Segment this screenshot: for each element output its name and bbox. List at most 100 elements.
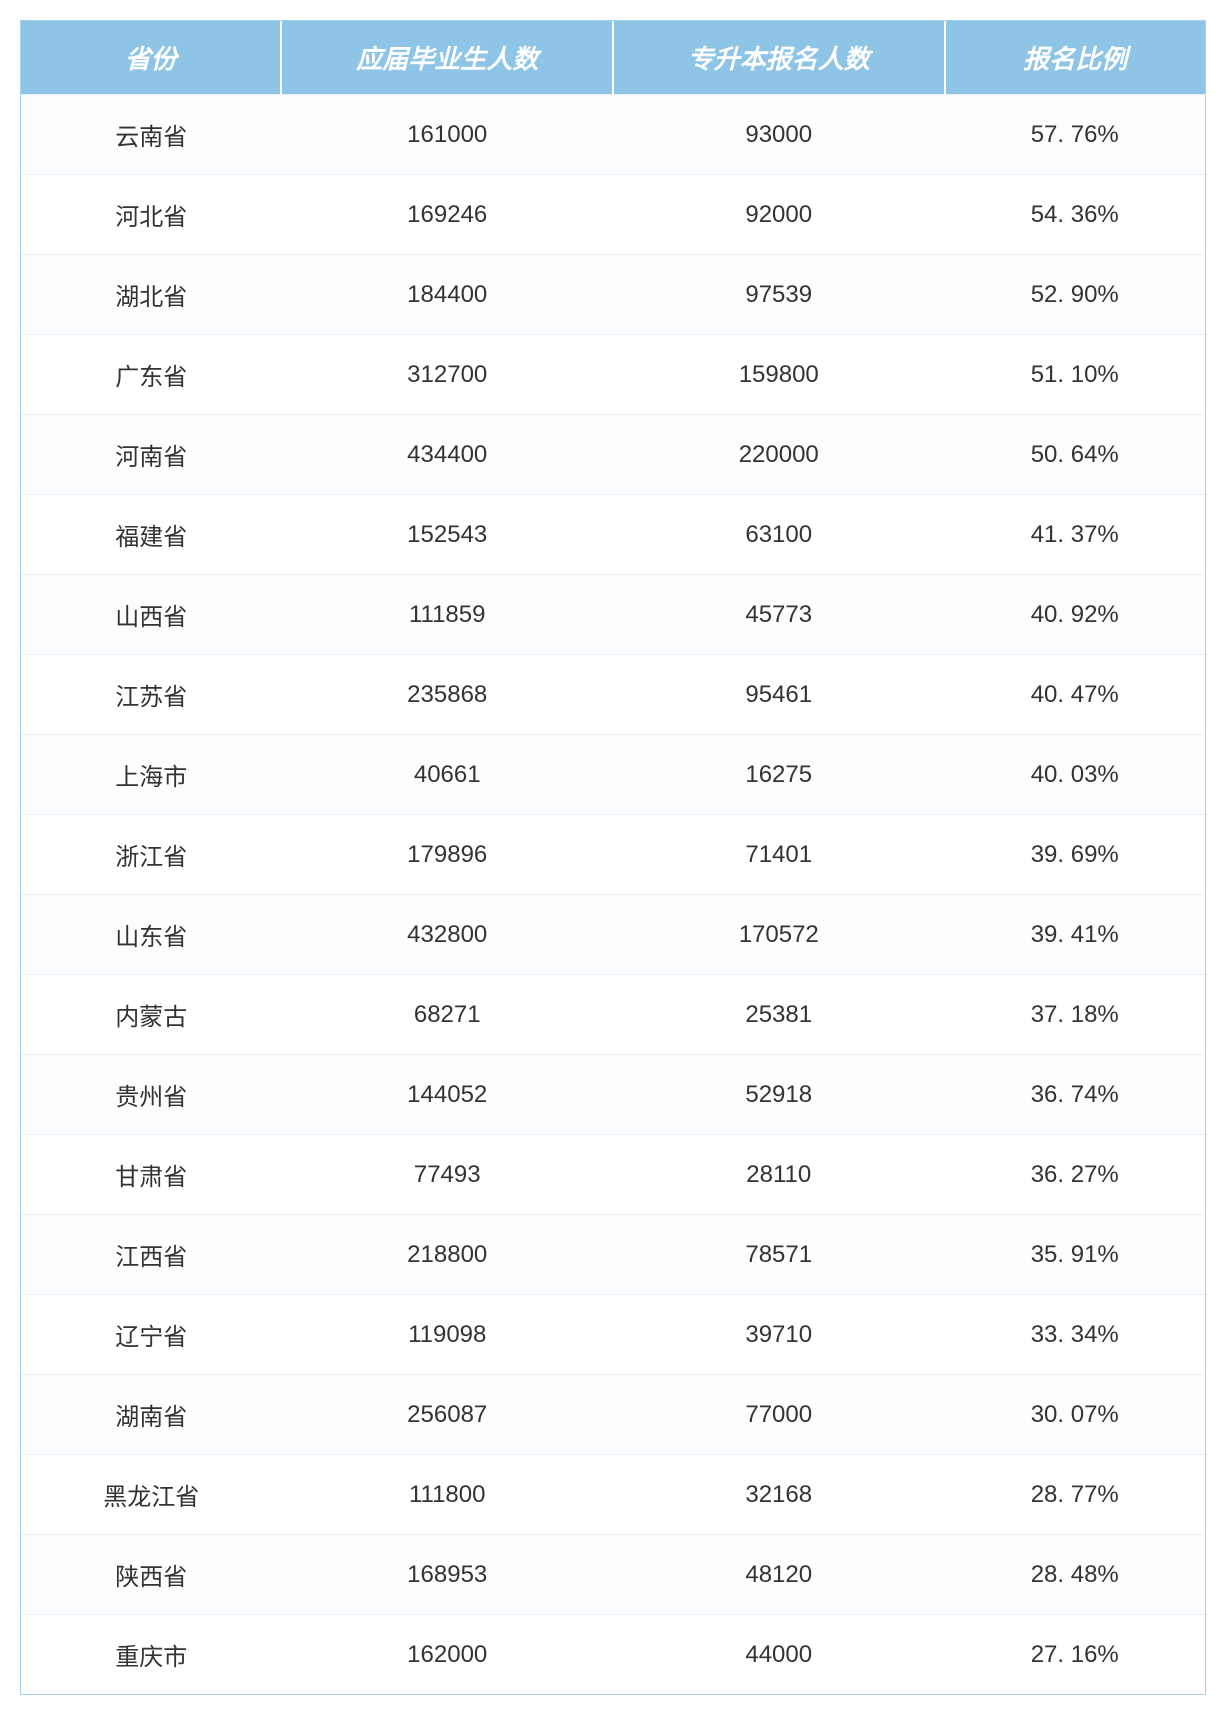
cell-applicants: 44000 [613, 1615, 945, 1695]
cell-applicants: 71401 [613, 815, 945, 895]
table-row: 上海市406611627540. 03% [21, 735, 1205, 815]
cell-applicants: 92000 [613, 175, 945, 255]
cell-applicants: 93000 [613, 95, 945, 175]
table-row: 黑龙江省1118003216828. 77% [21, 1455, 1205, 1535]
cell-graduates: 161000 [281, 95, 613, 175]
cell-province: 江西省 [21, 1215, 281, 1295]
cell-province: 甘肃省 [21, 1135, 281, 1215]
table-row: 陕西省1689534812028. 48% [21, 1535, 1205, 1615]
cell-province: 重庆市 [21, 1615, 281, 1695]
cell-graduates: 179896 [281, 815, 613, 895]
cell-ratio: 28. 77% [945, 1455, 1206, 1535]
table-body: 云南省1610009300057. 76%河北省1692469200054. 3… [21, 95, 1205, 1695]
cell-graduates: 184400 [281, 255, 613, 335]
cell-ratio: 51. 10% [945, 335, 1206, 415]
cell-graduates: 68271 [281, 975, 613, 1055]
cell-ratio: 35. 91% [945, 1215, 1206, 1295]
cell-applicants: 220000 [613, 415, 945, 495]
table-row: 云南省1610009300057. 76% [21, 95, 1205, 175]
cell-graduates: 144052 [281, 1055, 613, 1135]
table-row: 浙江省1798967140139. 69% [21, 815, 1205, 895]
cell-ratio: 57. 76% [945, 95, 1206, 175]
cell-ratio: 28. 48% [945, 1535, 1206, 1615]
table-row: 重庆市1620004400027. 16% [21, 1615, 1205, 1695]
cell-applicants: 63100 [613, 495, 945, 575]
cell-graduates: 162000 [281, 1615, 613, 1695]
cell-ratio: 36. 74% [945, 1055, 1206, 1135]
table-row: 福建省1525436310041. 37% [21, 495, 1205, 575]
header-province: 省份 [21, 21, 281, 95]
cell-graduates: 218800 [281, 1215, 613, 1295]
cell-province: 上海市 [21, 735, 281, 815]
cell-province: 贵州省 [21, 1055, 281, 1135]
cell-graduates: 111800 [281, 1455, 613, 1535]
cell-ratio: 36. 27% [945, 1135, 1206, 1215]
cell-province: 内蒙古 [21, 975, 281, 1055]
cell-applicants: 28110 [613, 1135, 945, 1215]
cell-ratio: 41. 37% [945, 495, 1206, 575]
cell-province: 广东省 [21, 335, 281, 415]
table-row: 内蒙古682712538137. 18% [21, 975, 1205, 1055]
table-row: 辽宁省1190983971033. 34% [21, 1295, 1205, 1375]
cell-graduates: 256087 [281, 1375, 613, 1455]
cell-province: 山西省 [21, 575, 281, 655]
cell-province: 江苏省 [21, 655, 281, 735]
cell-graduates: 312700 [281, 335, 613, 415]
cell-province: 福建省 [21, 495, 281, 575]
cell-applicants: 52918 [613, 1055, 945, 1135]
cell-ratio: 50. 64% [945, 415, 1206, 495]
cell-graduates: 119098 [281, 1295, 613, 1375]
cell-province: 湖南省 [21, 1375, 281, 1455]
cell-applicants: 77000 [613, 1375, 945, 1455]
cell-ratio: 39. 69% [945, 815, 1206, 895]
cell-ratio: 40. 47% [945, 655, 1206, 735]
cell-ratio: 39. 41% [945, 895, 1206, 975]
cell-ratio: 37. 18% [945, 975, 1206, 1055]
cell-graduates: 432800 [281, 895, 613, 975]
cell-graduates: 434400 [281, 415, 613, 495]
cell-ratio: 52. 90% [945, 255, 1206, 335]
table-row: 山东省43280017057239. 41% [21, 895, 1205, 975]
stats-table: 省份 应届毕业生人数 专升本报名人数 报名比例 云南省1610009300057… [21, 21, 1205, 1694]
cell-ratio: 40. 03% [945, 735, 1206, 815]
table-row: 江西省2188007857135. 91% [21, 1215, 1205, 1295]
cell-applicants: 170572 [613, 895, 945, 975]
table-row: 湖南省2560877700030. 07% [21, 1375, 1205, 1455]
cell-province: 云南省 [21, 95, 281, 175]
cell-ratio: 54. 36% [945, 175, 1206, 255]
cell-graduates: 111859 [281, 575, 613, 655]
cell-applicants: 39710 [613, 1295, 945, 1375]
table-row: 湖北省1844009753952. 90% [21, 255, 1205, 335]
cell-graduates: 169246 [281, 175, 613, 255]
cell-ratio: 30. 07% [945, 1375, 1206, 1455]
table-row: 江苏省2358689546140. 47% [21, 655, 1205, 735]
cell-province: 浙江省 [21, 815, 281, 895]
cell-graduates: 152543 [281, 495, 613, 575]
cell-province: 山东省 [21, 895, 281, 975]
table-row: 山西省1118594577340. 92% [21, 575, 1205, 655]
cell-applicants: 95461 [613, 655, 945, 735]
cell-province: 湖北省 [21, 255, 281, 335]
cell-province: 河北省 [21, 175, 281, 255]
cell-province: 河南省 [21, 415, 281, 495]
cell-ratio: 33. 34% [945, 1295, 1206, 1375]
cell-graduates: 168953 [281, 1535, 613, 1615]
header-row: 省份 应届毕业生人数 专升本报名人数 报名比例 [21, 21, 1205, 95]
table-row: 河南省43440022000050. 64% [21, 415, 1205, 495]
cell-applicants: 78571 [613, 1215, 945, 1295]
cell-applicants: 48120 [613, 1535, 945, 1615]
header-graduates: 应届毕业生人数 [281, 21, 613, 95]
cell-applicants: 45773 [613, 575, 945, 655]
cell-applicants: 25381 [613, 975, 945, 1055]
cell-applicants: 159800 [613, 335, 945, 415]
table-row: 贵州省1440525291836. 74% [21, 1055, 1205, 1135]
cell-ratio: 27. 16% [945, 1615, 1206, 1695]
table-row: 广东省31270015980051. 10% [21, 335, 1205, 415]
stats-table-container: 省份 应届毕业生人数 专升本报名人数 报名比例 云南省1610009300057… [20, 20, 1206, 1695]
cell-ratio: 40. 92% [945, 575, 1206, 655]
table-row: 甘肃省774932811036. 27% [21, 1135, 1205, 1215]
cell-applicants: 16275 [613, 735, 945, 815]
cell-graduates: 40661 [281, 735, 613, 815]
table-header: 省份 应届毕业生人数 专升本报名人数 报名比例 [21, 21, 1205, 95]
header-ratio: 报名比例 [945, 21, 1206, 95]
